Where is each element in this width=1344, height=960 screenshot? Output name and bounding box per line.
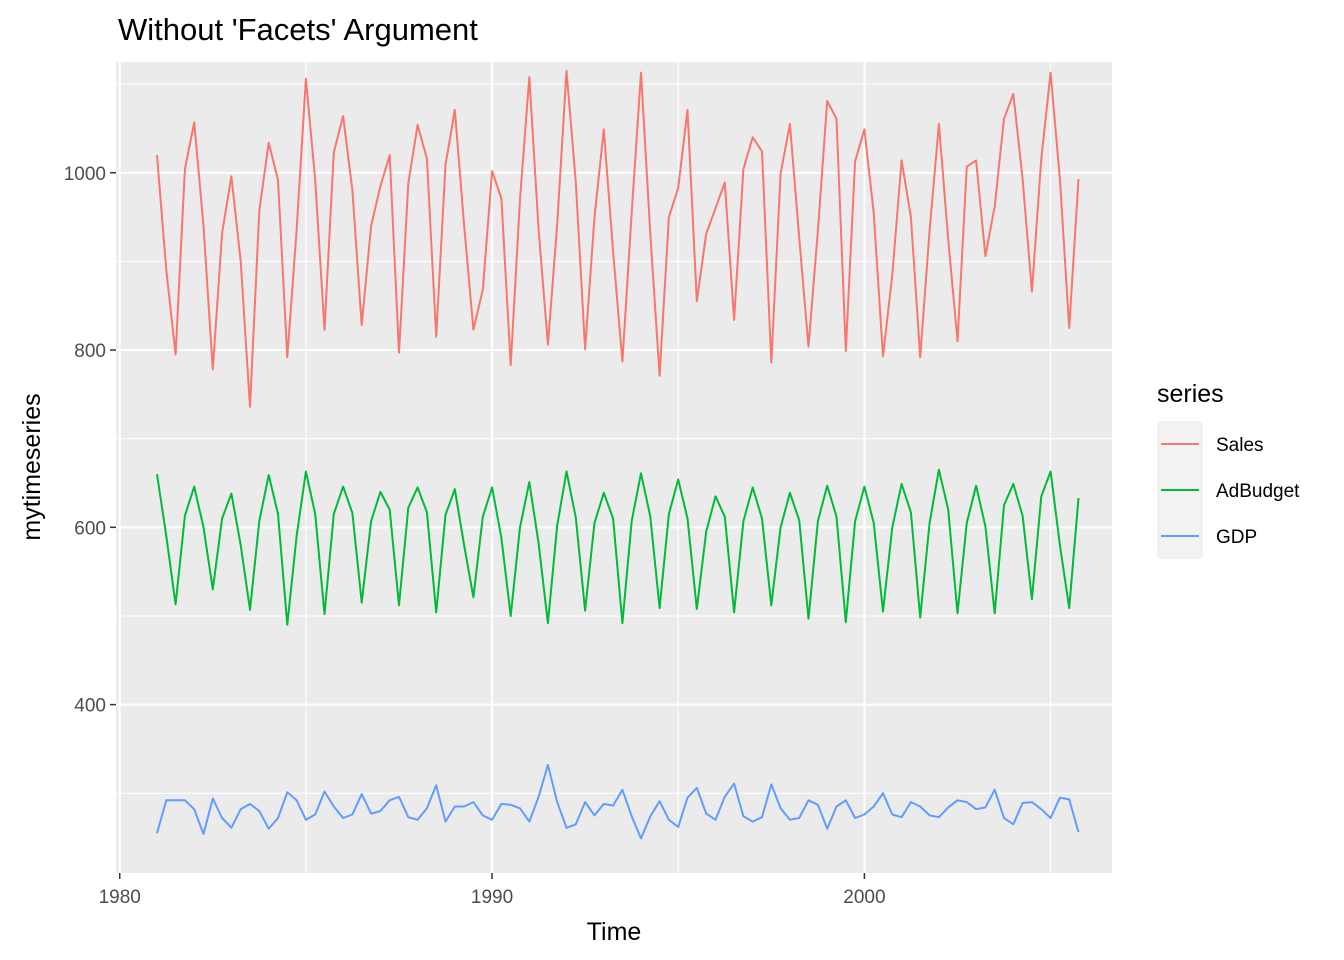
legend: series Sales AdBudget GDP [1157,380,1300,559]
x-axis-title: Time [587,918,642,946]
series-line-adbudget [156,468,1080,626]
y-axis-title: mytimeseries [18,393,46,540]
y-axis: 400 600 800 1000 [64,164,116,717]
legend-items: Sales AdBudget GDP [1157,421,1300,559]
y-tick-label: 800 [74,341,106,362]
y-tick-label: 600 [74,518,106,539]
series-lines [156,69,1080,840]
y-tick-label: 400 [74,696,106,717]
legend-label: AdBudget [1216,481,1300,502]
x-axis: 1980 1990 2000 [99,873,886,908]
series-line-gdp [156,763,1080,840]
x-tick-label: 2000 [843,887,885,908]
y-tick-label: 1000 [64,164,106,185]
series-line-sales [156,69,1080,408]
x-tick-label: 1990 [471,887,513,908]
chart-title: Without 'Facets' Argument [118,12,478,47]
plot-panel [116,62,1112,873]
x-tick-label: 1980 [99,887,141,908]
legend-label: GDP [1216,527,1257,548]
legend-title: series [1157,380,1224,408]
major-gridlines [116,62,1112,873]
legend-label: Sales [1216,435,1264,456]
